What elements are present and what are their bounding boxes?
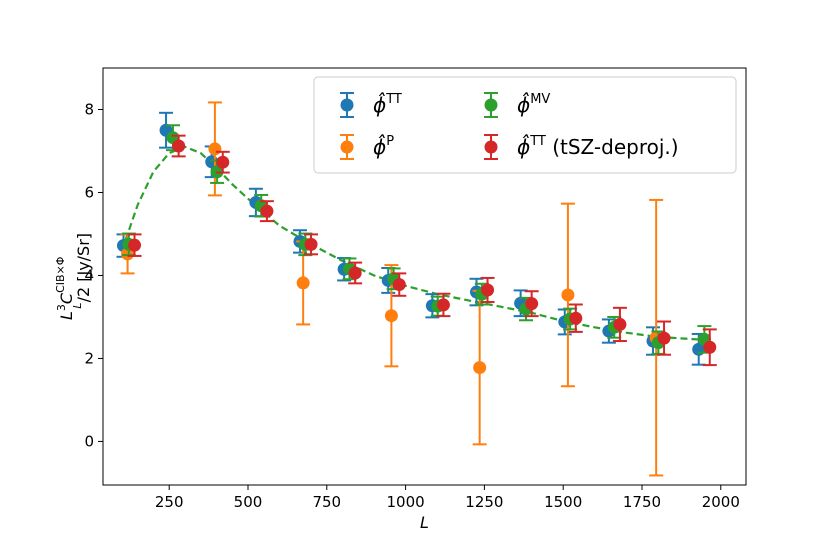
data-point — [172, 139, 186, 153]
legend-item: ϕ̂TT (tSZ-deproj.) — [484, 134, 679, 160]
data-point — [208, 142, 222, 156]
data-point — [392, 278, 406, 292]
x-tick-label: 500 — [234, 493, 263, 511]
x-tick-label: 1000 — [386, 493, 424, 511]
data-point — [525, 297, 539, 311]
data-point — [703, 340, 717, 354]
legend-label-sup: P — [386, 134, 394, 149]
data-point — [216, 155, 230, 169]
model-curve — [120, 145, 710, 342]
y-axis-label-part: CIB×Φ — [54, 256, 67, 293]
model-curve-layer — [120, 145, 710, 342]
legend-label-main: ϕ̂ — [373, 92, 386, 117]
y-tick-label: 2 — [84, 349, 94, 367]
data-point — [260, 204, 274, 218]
x-axis-label: L — [420, 513, 429, 532]
data-point — [128, 238, 142, 252]
legend-label-extra: (tSZ-deproj.) — [546, 135, 679, 159]
data-point — [473, 361, 487, 375]
data-point — [561, 288, 575, 302]
legend-marker — [484, 98, 498, 112]
legend: ϕ̂TTϕ̂Pϕ̂MVϕ̂TT (tSZ-deproj.) — [313, 76, 737, 174]
y-axis-label-part: C — [57, 292, 76, 304]
y-axis-label-part: /2 [Jy/Sr] — [74, 233, 93, 302]
data-point — [304, 237, 318, 251]
legend-label: ϕ̂TT (tSZ-deproj.) — [517, 134, 679, 159]
x-tick-label: 2000 — [702, 493, 740, 511]
y-axis-label-part: 3 — [55, 304, 68, 311]
x-tick-label: 1250 — [465, 493, 503, 511]
y-axis-label: L3CCIB×Φ L/2 [Jy/Sr] — [54, 233, 93, 320]
legend-label: ϕ̂P — [373, 134, 394, 159]
legend-label: ϕ̂TT — [373, 92, 402, 117]
data-point — [657, 331, 671, 345]
x-tick-label: 1750 — [623, 493, 661, 511]
legend-marker — [340, 98, 354, 112]
data-point — [348, 266, 362, 280]
legend-label-sup: TT — [385, 92, 402, 107]
data-point — [121, 247, 135, 261]
legend-label-sup: TT — [529, 134, 546, 149]
data-point — [436, 298, 450, 312]
plot-frame — [102, 67, 747, 486]
y-tick-label: 8 — [84, 100, 94, 118]
y-tick-label: 4 — [84, 266, 94, 284]
legend-label: ϕ̂MV — [517, 92, 550, 117]
legend-label-main: ϕ̂ — [373, 134, 386, 159]
data-point — [384, 309, 398, 323]
legend-item: ϕ̂P — [340, 134, 394, 160]
data-point — [296, 276, 310, 290]
legend-item: ϕ̂TT — [340, 92, 402, 118]
legend-marker — [484, 140, 498, 154]
y-axis-label-part: L — [57, 311, 76, 320]
x-tick-label: 750 — [312, 493, 341, 511]
y-tick-label: 0 — [84, 432, 94, 450]
legend-item: ϕ̂MV — [484, 92, 550, 118]
legend-marker — [340, 140, 354, 154]
data-point — [569, 311, 583, 325]
legend-label-sup: MV — [530, 92, 550, 107]
y-tick-label: 6 — [84, 183, 94, 201]
series-tt-tsz-deproj- — [127, 134, 717, 367]
legend-label-main: ϕ̂ — [517, 92, 530, 117]
x-tick-label: 1500 — [544, 493, 582, 511]
legend-label-main: ϕ̂ — [517, 134, 530, 159]
legend-box — [313, 76, 737, 174]
y-axis-ticks: 0 2 4 6 8 — [84, 100, 103, 450]
x-axis-ticks: 250 500 750 1000 1250 1500 1750 2000 — [155, 485, 740, 511]
x-tick-label: 250 — [155, 493, 184, 511]
y-axis-label-sub: L — [71, 302, 84, 308]
data-point — [613, 317, 627, 331]
series-layer — [116, 101, 717, 477]
data-point — [481, 283, 495, 297]
